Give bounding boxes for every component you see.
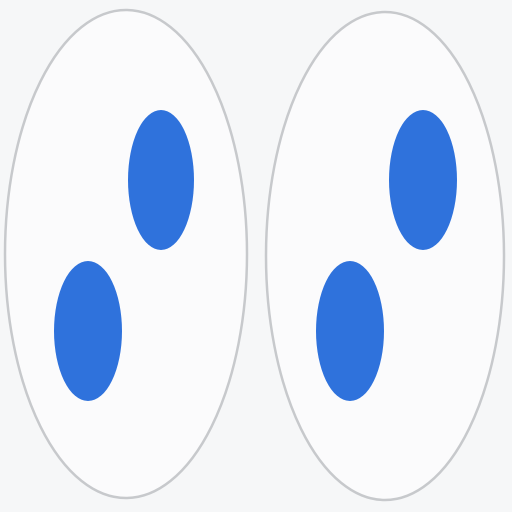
right-oval-group [264,10,506,502]
left-oval-group [3,8,249,500]
right-oval-dot-upper [389,110,457,250]
right-oval-outline [264,10,506,502]
right-oval-dot-lower [316,261,384,401]
left-oval-dot-upper [128,110,194,250]
left-oval-outline [3,8,249,500]
left-oval-dot-lower [54,261,122,401]
